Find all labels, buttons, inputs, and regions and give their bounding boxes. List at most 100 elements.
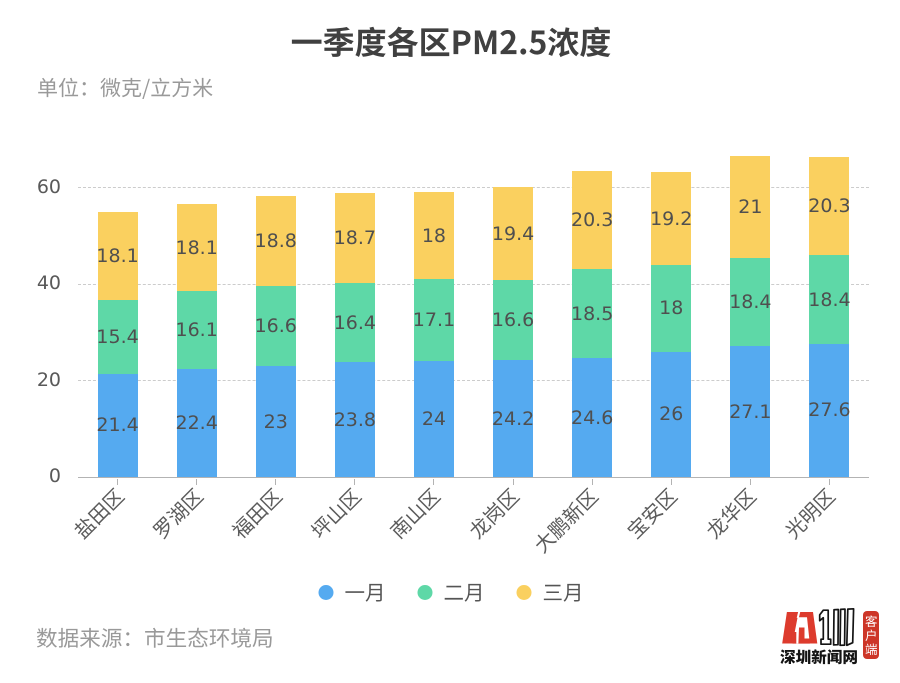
x-axis-tick: [354, 478, 356, 485]
value-label: 18: [659, 297, 684, 320]
x-axis-tick: [670, 478, 672, 485]
x-axis-tick: [749, 478, 751, 485]
x-axis-line: [78, 477, 869, 478]
legend-label: [345, 582, 386, 604]
value-label: 24: [421, 408, 447, 431]
bar-segment-一月-南山区[interactable]: [413, 361, 454, 477]
y-axis-label: 60: [36, 175, 61, 198]
logo-badge-text: [864, 614, 878, 658]
x-axis-label: [703, 485, 760, 542]
value-label: 18.8: [254, 229, 297, 252]
bar-segment-一月-大鹏新区[interactable]: [572, 358, 613, 477]
bar-segment-三月-坪山区[interactable]: [334, 193, 375, 284]
x-axis-tick: [196, 478, 198, 485]
bar-segment-三月-盐田区[interactable]: [97, 212, 138, 300]
y-axis-label: 40: [36, 272, 61, 295]
value-label: 26: [659, 403, 684, 426]
value-label: 23: [263, 410, 288, 433]
value-label: 27.1: [729, 400, 772, 423]
unit-label: [37, 77, 213, 100]
value-label: 24.2: [491, 407, 535, 430]
value-label: 18.4: [808, 288, 851, 311]
bar-segment-二月-大鹏新区[interactable]: [572, 269, 613, 359]
bar-segment-三月-南山区[interactable]: [413, 192, 454, 279]
x-axis-tick: [828, 478, 830, 485]
x-axis-label: [70, 485, 127, 542]
legend-dot: [417, 584, 433, 600]
value-label: 18.1: [96, 245, 139, 267]
value-label: 16.4: [333, 311, 376, 334]
bar-segment-二月-光明区[interactable]: [809, 255, 850, 344]
x-axis-tick: [512, 478, 514, 485]
bar-segment-一月-宝安区[interactable]: [651, 351, 692, 477]
value-label: 17.1: [412, 309, 456, 332]
x-axis-label: [149, 485, 206, 542]
bar-segment-二月-龙华区[interactable]: [730, 257, 771, 347]
sznews-logo-text: [780, 649, 858, 666]
bar-segment-一月-盐田区[interactable]: [97, 373, 138, 477]
value-label: 16.6: [491, 309, 535, 332]
logo-mark-red-arch: [782, 611, 818, 644]
bar-segment-二月-坪山区[interactable]: [334, 283, 375, 363]
value-label: 21.4: [96, 414, 139, 437]
x-axis-label: [307, 485, 364, 542]
bar-segment-一月-福田区[interactable]: [255, 366, 296, 477]
bar-segment-三月-罗湖区[interactable]: [176, 204, 217, 292]
bar-segment-一月-坪山区[interactable]: [334, 362, 375, 477]
bar-segment-三月-光明区[interactable]: [809, 157, 850, 256]
bar-segment-一月-龙岗区[interactable]: [493, 360, 534, 477]
value-label: 23.8: [333, 408, 376, 431]
bar-segment-三月-宝安区[interactable]: [651, 172, 692, 265]
value-label: 24.6: [570, 406, 614, 429]
value-label: 18.7: [333, 227, 376, 250]
x-axis-label: [466, 485, 523, 542]
legend-item-三月[interactable]: [516, 582, 584, 604]
gridline-60: [78, 187, 869, 189]
bar-segment-三月-大鹏新区[interactable]: [572, 171, 613, 270]
bar-segment-三月-龙岗区[interactable]: [493, 186, 534, 281]
value-label: 22.4: [175, 412, 218, 435]
chart-title: [291, 26, 612, 60]
value-label: 27.6: [808, 399, 851, 422]
bar-segment-一月-龙华区[interactable]: [730, 346, 771, 477]
x-axis-label: [624, 485, 681, 542]
x-axis-tick: [591, 478, 593, 485]
sznews-logo: [779, 606, 879, 666]
y-axis-label: 20: [36, 368, 61, 391]
legend-item-二月[interactable]: [417, 582, 485, 604]
x-axis-label: [531, 485, 603, 557]
value-label: 19.2: [650, 207, 693, 230]
bar-segment-二月-南山区[interactable]: [413, 278, 454, 362]
legend: [303, 582, 600, 604]
value-label: 21: [738, 196, 763, 219]
bar-segment-二月-罗湖区[interactable]: [176, 291, 217, 370]
legend-item-一月[interactable]: [318, 582, 386, 604]
x-axis-tick: [117, 478, 119, 485]
legend-label: [543, 582, 584, 604]
x-axis-label: [228, 485, 285, 542]
bar-segment-一月-光明区[interactable]: [809, 343, 850, 477]
value-label: 18.4: [729, 291, 772, 314]
gridline-20: [78, 380, 869, 382]
bar-segment-二月-盐田区[interactable]: [97, 299, 138, 374]
bar-segment-三月-龙华区[interactable]: [730, 156, 771, 258]
x-axis-label: [782, 485, 839, 542]
sznews-logo-mark: [782, 607, 855, 647]
legend-dot: [318, 584, 334, 600]
bar-segment-二月-福田区[interactable]: [255, 286, 296, 367]
value-label: 16.1: [175, 319, 218, 342]
legend-label: [444, 582, 485, 604]
bar-segment-三月-福田区[interactable]: [255, 195, 296, 287]
value-label: 18.1: [175, 236, 218, 259]
legend-dot: [516, 584, 532, 600]
bar-segment-二月-龙岗区[interactable]: [493, 280, 534, 361]
x-axis-tick: [433, 478, 435, 485]
value-label: 20.3: [570, 209, 614, 232]
value-label: 20.3: [808, 195, 851, 218]
gridline-40: [78, 283, 869, 285]
logo-mark-black-strokes: [818, 607, 855, 647]
bar-segment-二月-宝安区[interactable]: [651, 264, 692, 352]
bar-segment-一月-罗湖区[interactable]: [176, 369, 217, 477]
value-label: 18.5: [570, 302, 614, 325]
